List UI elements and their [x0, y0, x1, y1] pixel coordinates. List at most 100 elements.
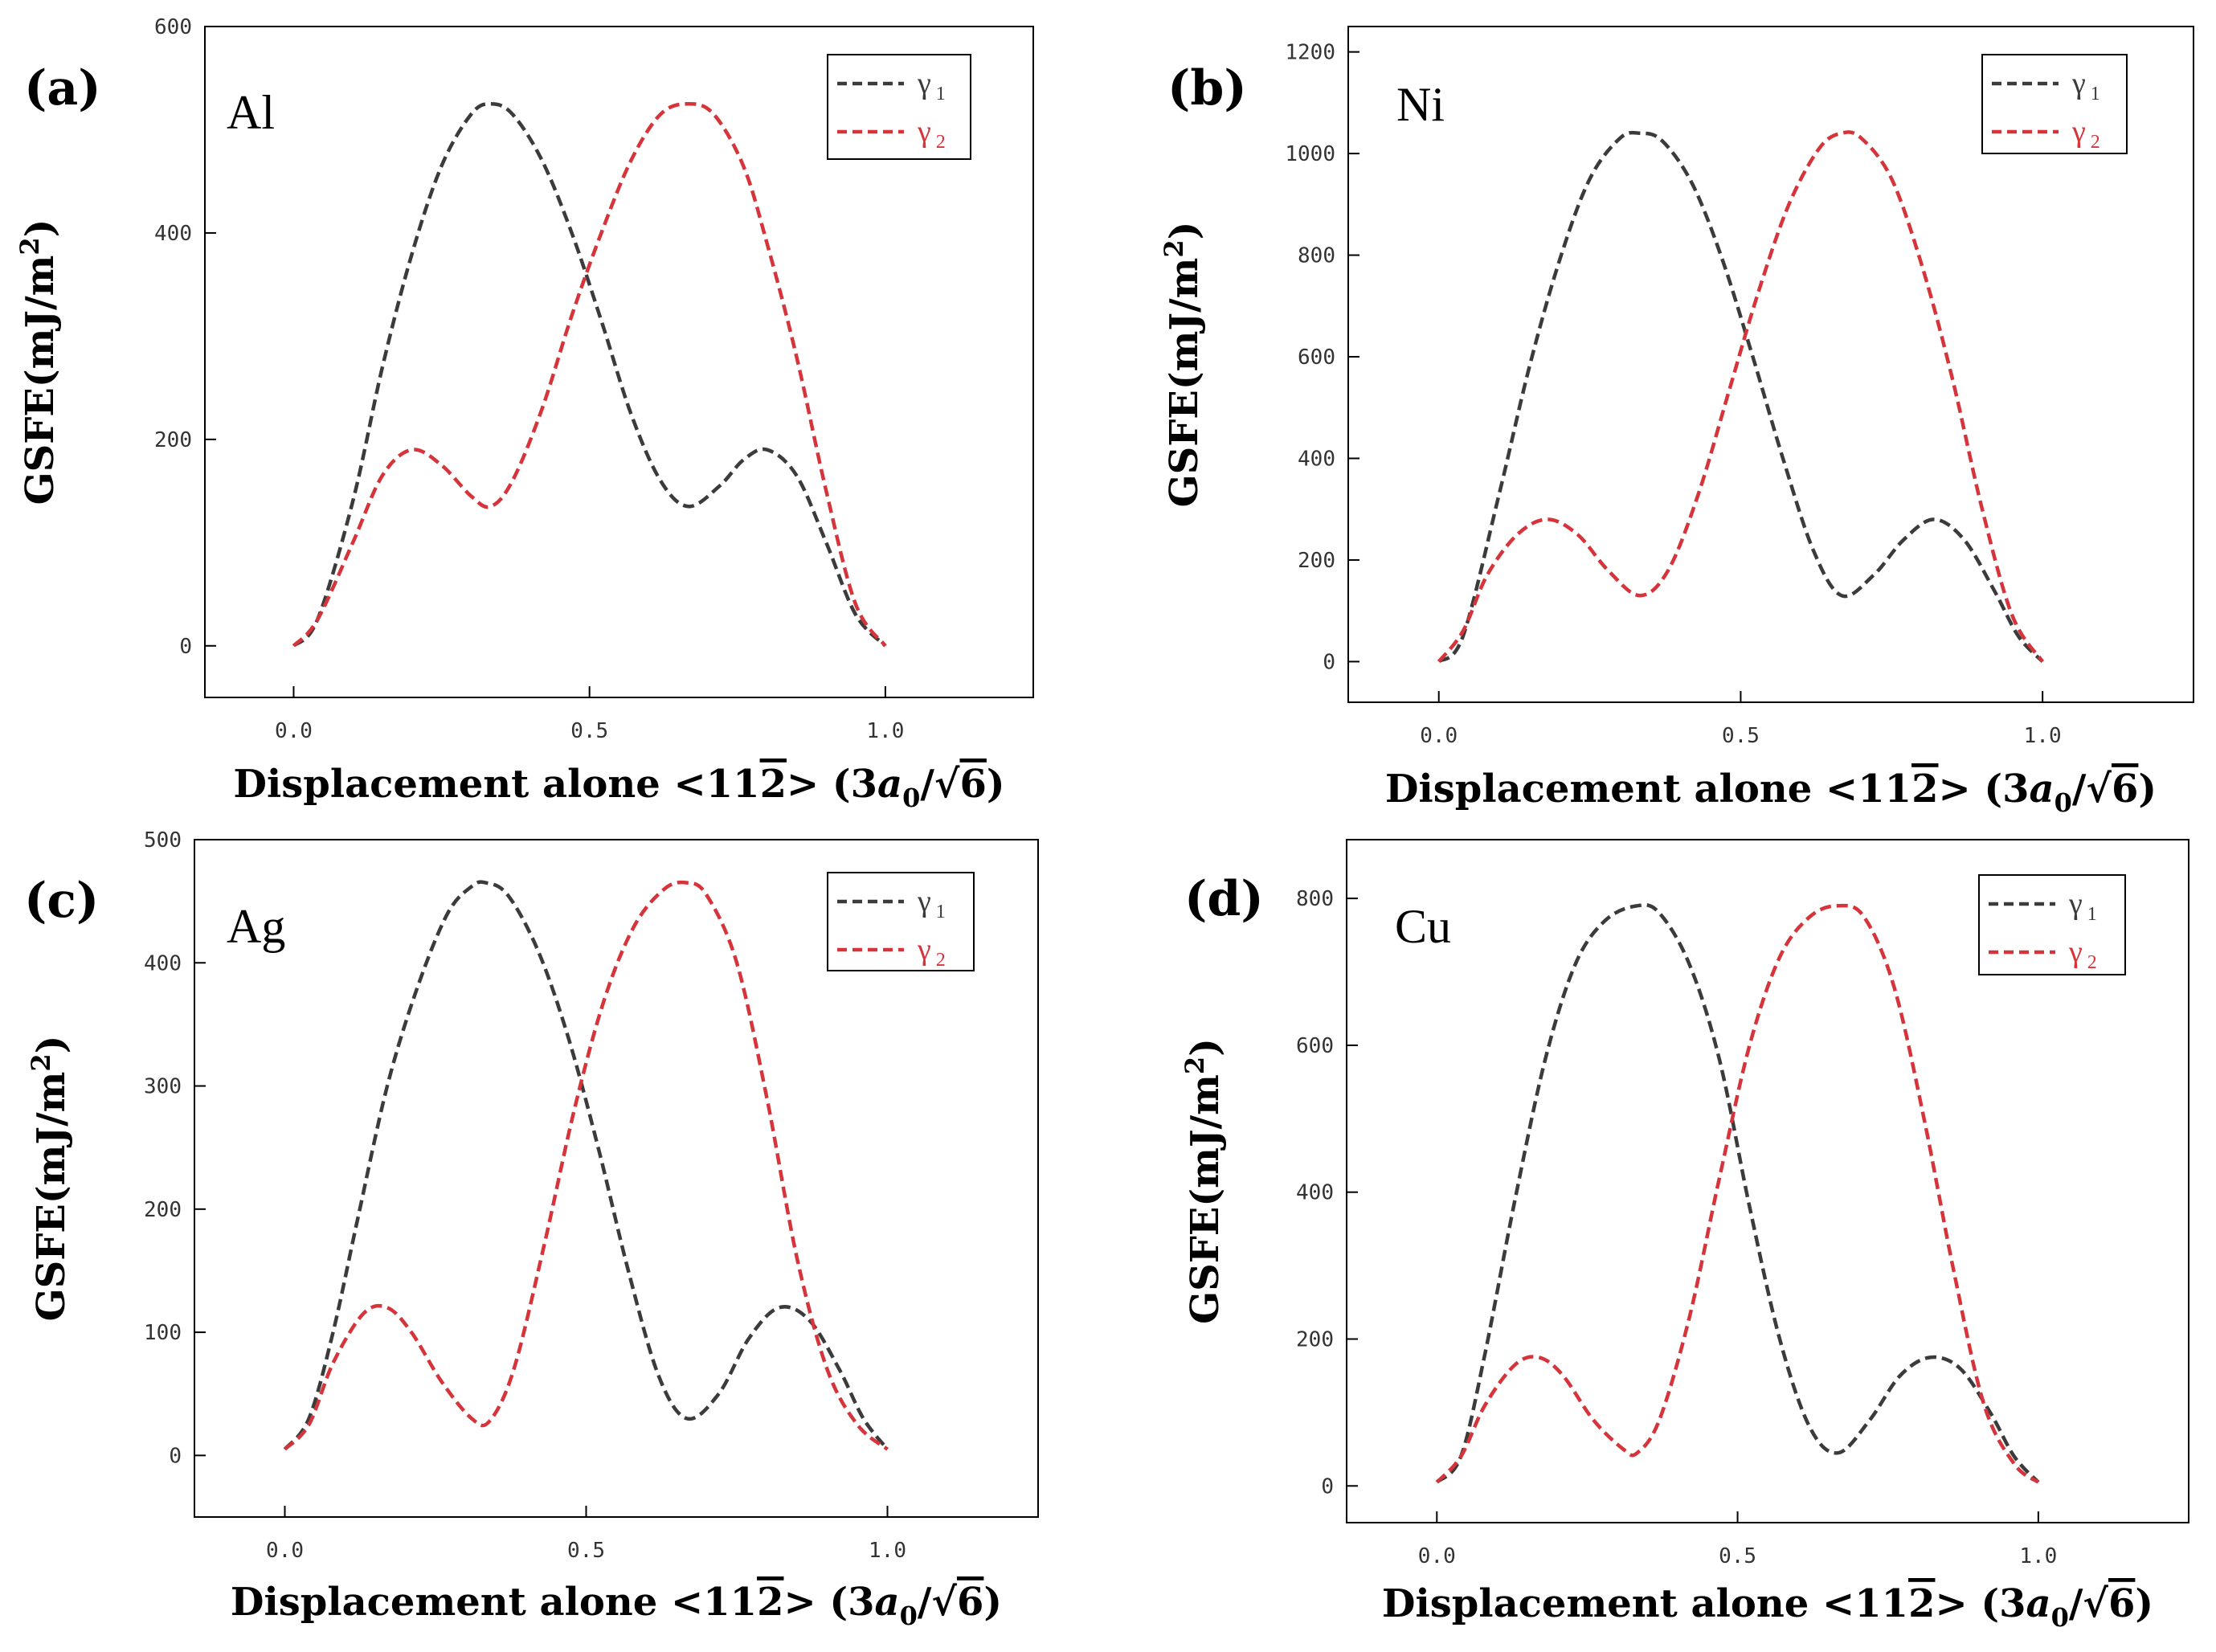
element-label: Ni	[1396, 78, 1445, 131]
y-tick-label: 0	[1321, 1474, 1334, 1499]
xlabel-paren: > (3	[783, 1580, 874, 1625]
legend-box	[827, 54, 971, 160]
xlabel-sqrt: /√	[918, 1580, 958, 1625]
xlabel-sqrt: /√	[2069, 1581, 2109, 1626]
ylabel-close: )	[1183, 1038, 1228, 1057]
legend-box	[827, 872, 975, 971]
plot-frame	[1346, 839, 2189, 1523]
x-tick-label: 1.0	[869, 1539, 906, 1563]
xlabel-main: Displacement alone <11	[1382, 1581, 1908, 1626]
ylabel-superscript: 2	[1180, 1057, 1210, 1074]
series-line-gamma2	[1437, 130, 2044, 663]
x-tick-label: 0.5	[570, 719, 608, 743]
x-tick-label: 0.5	[1722, 724, 1760, 748]
legend-box	[1981, 54, 2128, 154]
element-label: Cu	[1395, 900, 1451, 953]
x-axis-title: Displacement alone <112> (3a0/√6)	[231, 1580, 1002, 1631]
xlabel-close: )	[983, 1580, 1002, 1625]
xlabel-close: )	[2135, 1581, 2153, 1626]
ylabel-main: GSFE(mJ/m	[29, 1072, 74, 1322]
y-tick-label: 0	[1323, 650, 1335, 674]
x-tick-label: 0.0	[275, 719, 313, 743]
y-tick-label: 200	[1296, 1328, 1334, 1352]
panel-label: (d)	[1184, 871, 1264, 927]
legend: γ 1γ 2	[1981, 54, 2128, 154]
xlabel-close: )	[987, 762, 1005, 807]
element-label: Al	[227, 86, 275, 139]
legend-subscript: 1	[2091, 84, 2100, 104]
x-tick-label: 0.0	[266, 1539, 304, 1563]
legend-symbol: γ	[2068, 887, 2083, 921]
x-tick-label: 1.0	[2024, 724, 2062, 748]
y-tick-label: 400	[144, 951, 182, 975]
y-tick-label: 800	[1298, 244, 1335, 268]
x-axis-title: Displacement alone <112> (3a0/√6)	[1382, 1581, 2153, 1633]
legend-symbol: γ	[917, 885, 931, 918]
legend-symbol: γ	[2071, 67, 2086, 100]
x-tick-label: 0.0	[1420, 724, 1458, 748]
xlabel-subscript: 0	[2055, 787, 2072, 818]
series-line-gamma1	[1435, 903, 2040, 1484]
y-tick-label: 600	[154, 15, 192, 39]
series-line-gamma2	[1435, 903, 2040, 1484]
legend: γ 1γ 2	[827, 872, 975, 971]
element-label: Ag	[227, 900, 285, 953]
legend: γ 1 γ 2	[827, 54, 971, 160]
xlabel-paren: > (3	[1935, 1581, 2026, 1626]
legend-symbol: γ	[917, 67, 931, 100]
x-axis-title: Displacement alone <112> (3a0/√6)	[1385, 767, 2157, 818]
x-tick-label: 1.0	[2019, 1544, 2057, 1568]
plot-frame	[194, 839, 1039, 1518]
xlabel-paren: > (3	[787, 762, 877, 807]
y-axis-title: GSFE(mJ/m2)	[1180, 1038, 1228, 1324]
x-tick-label: 1.0	[866, 719, 904, 743]
xlabel-a: a	[875, 1580, 900, 1625]
y-tick-label: 500	[144, 828, 182, 853]
series-line-gamma1	[1437, 130, 2044, 664]
xlabel-six: 6	[959, 762, 986, 807]
series-line-gamma1	[292, 102, 887, 648]
y-tick-label: 300	[144, 1075, 182, 1099]
xlabel-close: )	[2138, 767, 2157, 812]
xlabel-main: Displacement alone <11	[231, 1580, 757, 1625]
xlabel-six: 6	[957, 1580, 983, 1625]
x-tick-label: 0.0	[1418, 1544, 1456, 1568]
x-tick-label: 0.5	[1719, 1544, 1756, 1568]
xlabel-sqrt: /√	[920, 762, 960, 807]
legend-subscript: 2	[936, 950, 946, 971]
xlabel-six: 6	[2108, 1581, 2135, 1626]
x-tick-label: 0.5	[567, 1539, 605, 1563]
y-axis-title: GSFE(mJ/m2)	[14, 219, 63, 505]
ylabel-superscript: 2	[14, 237, 45, 255]
series-line-gamma2	[292, 102, 887, 648]
xlabel-bar-two: 2	[757, 1580, 783, 1625]
ylabel-main: GSFE(mJ/m	[1162, 258, 1207, 508]
ylabel-main: GSFE(mJ/m	[1183, 1074, 1228, 1324]
xlabel-subscript: 0	[900, 1601, 918, 1631]
y-tick-label: 400	[154, 222, 192, 246]
xlabel-a: a	[2030, 767, 2055, 812]
y-tick-label: 100	[144, 1321, 182, 1345]
plot-frame	[1347, 26, 2194, 703]
xlabel-bar-two: 2	[1908, 1581, 1935, 1626]
ylabel-superscript: 2	[1159, 239, 1189, 257]
y-tick-label: 200	[154, 428, 192, 452]
xlabel-a: a	[877, 762, 902, 807]
xlabel-a: a	[2026, 1581, 2051, 1626]
legend-symbol: γ	[917, 933, 931, 967]
y-tick-label: 400	[1296, 1181, 1334, 1205]
legend-subscript: 2	[2091, 132, 2100, 153]
legend-subscript: 1	[936, 84, 946, 104]
legend-subscript: 1	[2087, 904, 2097, 925]
panel-label: (b)	[1167, 60, 1247, 117]
y-tick-label: 600	[1298, 346, 1335, 370]
xlabel-paren: > (3	[1938, 767, 2029, 812]
y-tick-label: 1000	[1285, 142, 1335, 166]
